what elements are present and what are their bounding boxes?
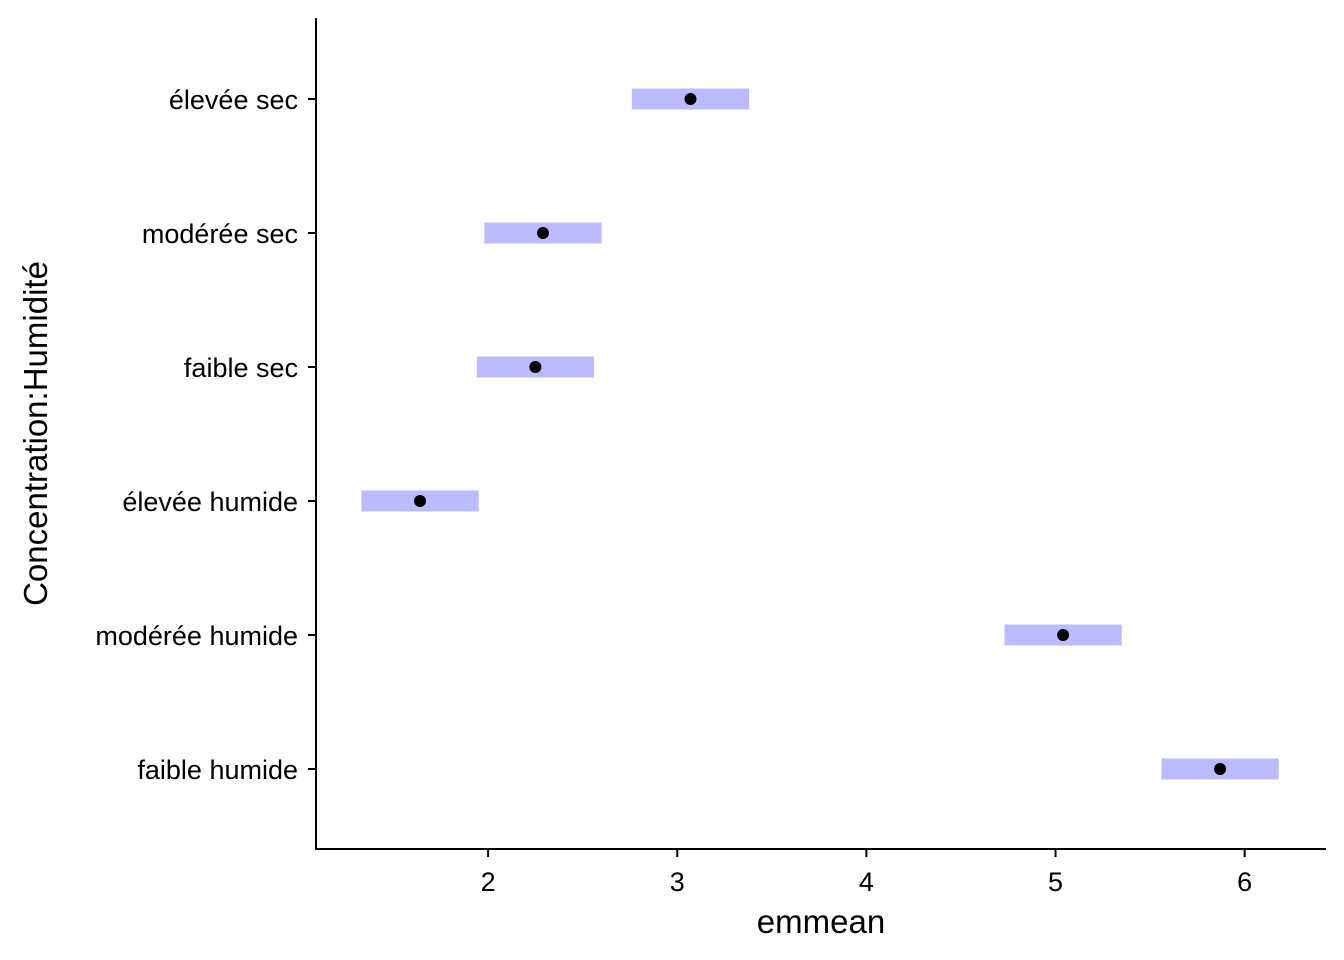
estimate-point [529, 361, 542, 373]
x-tick-label: 4 [859, 867, 874, 897]
y-tick-label: élevée sec [169, 85, 298, 115]
y-tick-label: modérée humide [95, 621, 298, 651]
x-axis-title: emmean [757, 903, 885, 940]
x-tick-label: 3 [670, 867, 685, 897]
estimate-point [414, 495, 427, 507]
estimate-point [1214, 763, 1227, 775]
y-tick-label: élevée humide [122, 487, 298, 517]
y-axis-title: Concentration:Humidité [17, 261, 54, 606]
estimate-point [536, 227, 549, 239]
x-tick-label: 2 [481, 867, 496, 897]
x-axis-ticks: 2 3 4 5 6 [481, 849, 1252, 897]
y-tick-label: faible humide [137, 755, 298, 785]
estimate-point [684, 93, 697, 105]
y-tick-label: faible sec [184, 353, 298, 383]
estimate-points [414, 93, 1227, 775]
y-tick-label: modérée sec [142, 219, 298, 249]
estimate-point [1057, 629, 1070, 641]
confidence-intervals [361, 88, 1279, 780]
y-axis-ticks: faible humide modérée humide élevée humide… [95, 85, 316, 785]
x-tick-label: 5 [1048, 867, 1063, 897]
x-tick-label: 6 [1237, 867, 1252, 897]
